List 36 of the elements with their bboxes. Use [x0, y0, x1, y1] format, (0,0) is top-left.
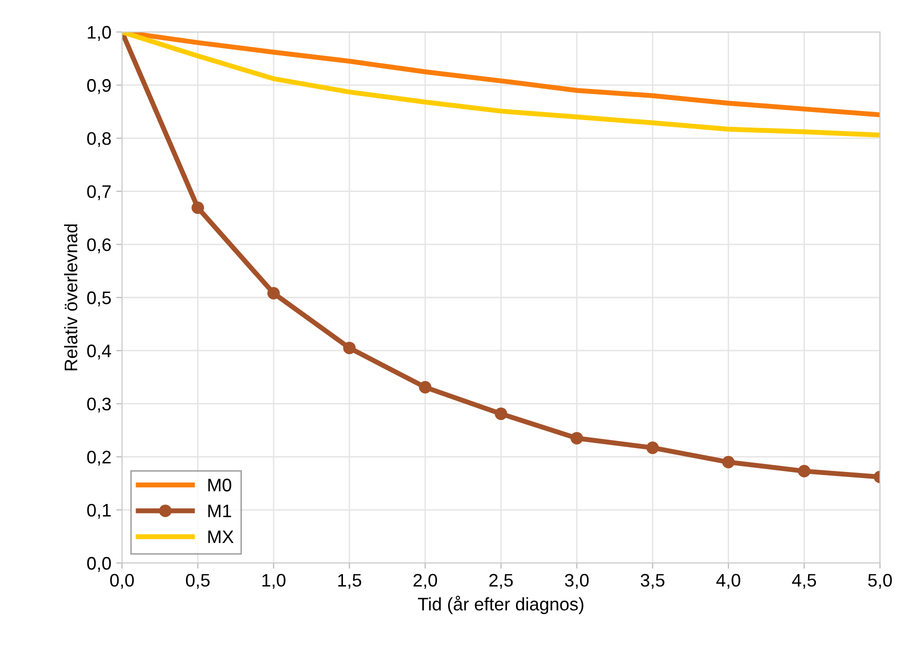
point [722, 456, 735, 468]
y-tick-label: 0,9 [87, 79, 111, 94]
y-tick-label: 0,8 [87, 132, 111, 148]
x-tick-label: 2,0 [414, 574, 438, 589]
y-tick-label: 0,2 [87, 450, 111, 466]
x-tick-label: 5,0 [868, 574, 892, 589]
y-tick-label: 1,0 [88, 26, 111, 41]
legend-label: MX [208, 530, 234, 544]
x-tick-label: 3,0 [564, 574, 589, 589]
x-tick-label: 3,5 [640, 574, 664, 589]
x-axis-title: Tid (år efter diagnos) [418, 596, 584, 614]
point [798, 464, 810, 478]
x-tick-label: 1,5 [338, 574, 362, 589]
x-tick-label: 4,5 [792, 574, 816, 589]
x-tick-label: 2,5 [489, 574, 513, 589]
point [192, 202, 204, 214]
x-tick-label: 0,5 [186, 574, 210, 589]
y-tick-label: 0,3 [87, 398, 111, 413]
y-tick-label: 0,0 [87, 556, 111, 572]
legend-label: M0 [208, 478, 232, 492]
x-tick-label: 0,0 [110, 574, 134, 589]
point [418, 380, 432, 394]
y-tick-label: 0,4 [87, 344, 112, 360]
point [570, 432, 584, 444]
y-tick-label: 0,5 [87, 291, 111, 306]
x-tick-label: 1,0 [262, 574, 286, 589]
legend-label: M1 [208, 504, 232, 518]
point [646, 442, 659, 454]
y-tick-label: 0,6 [87, 238, 111, 254]
y-tick-label: 0,1 [87, 504, 111, 519]
y-axis-title: Relativ överlevnad [64, 224, 78, 370]
x-tick-label: 4,0 [716, 574, 740, 589]
point [267, 287, 280, 300]
point [343, 342, 356, 354]
point [494, 408, 508, 420]
y-tick-label: 0,7 [87, 185, 111, 200]
